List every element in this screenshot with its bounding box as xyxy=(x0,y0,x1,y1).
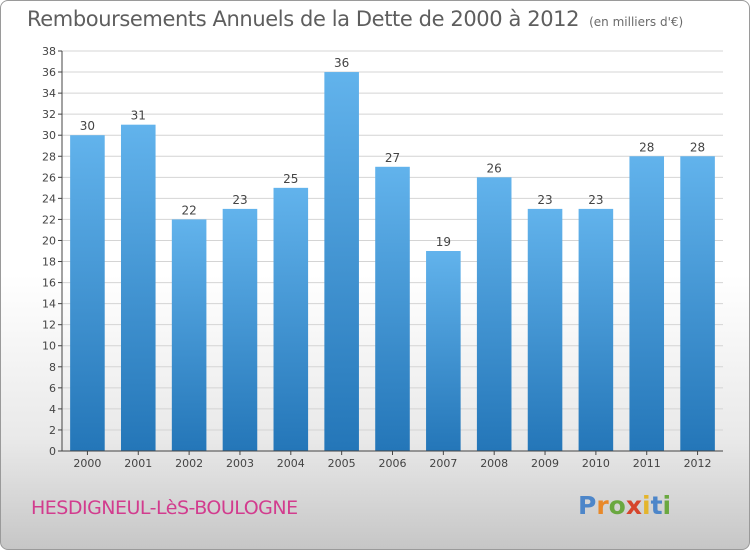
y-tick-label: 26 xyxy=(42,171,56,184)
logo-letter: t xyxy=(650,491,663,520)
x-tick-label: 2000 xyxy=(73,457,101,470)
data-label: 27 xyxy=(385,151,400,165)
data-label: 23 xyxy=(232,193,247,207)
bar xyxy=(578,208,614,451)
x-tick-label: 2010 xyxy=(582,457,610,470)
y-tick-label: 28 xyxy=(42,150,56,163)
y-tick-label: 22 xyxy=(42,213,56,226)
bars xyxy=(70,72,715,452)
data-label: 30 xyxy=(80,119,95,133)
x-tick-label: 2011 xyxy=(633,457,661,470)
bar xyxy=(476,177,512,451)
data-label: 26 xyxy=(487,161,502,175)
y-tick-label: 30 xyxy=(42,129,56,142)
y-tick-label: 10 xyxy=(42,340,56,353)
y-tick-label: 32 xyxy=(42,108,56,121)
x-tick-label: 2002 xyxy=(175,457,203,470)
bar xyxy=(273,187,309,451)
proxiti-logo: Proxiti xyxy=(578,491,671,520)
x-tick-label: 2005 xyxy=(328,457,356,470)
data-label: 23 xyxy=(588,193,603,207)
chart-title: Remboursements Annuels de la Dette de 20… xyxy=(27,7,683,31)
x-tick-label: 2008 xyxy=(480,457,508,470)
bar xyxy=(70,135,105,452)
data-label: 36 xyxy=(334,56,349,70)
bar xyxy=(171,219,207,451)
x-tick-label: 2006 xyxy=(379,457,407,470)
bar xyxy=(120,124,156,452)
bar xyxy=(527,208,563,451)
y-tick-label: 18 xyxy=(42,256,56,269)
x-tick-label: 2004 xyxy=(277,457,305,470)
labels: 30 31 22 23 25 36 27 19 26 23 23 28 28 xyxy=(80,56,705,249)
y-tick-label: 12 xyxy=(42,319,56,332)
chart-subtitle: (en milliers d'€) xyxy=(589,15,684,29)
data-label: 25 xyxy=(283,172,298,186)
y-tick-label: 36 xyxy=(42,66,56,79)
bar xyxy=(375,166,410,451)
y-tick-label: 0 xyxy=(49,445,56,458)
x-tick-label: 2001 xyxy=(124,457,152,470)
y-tick-label: 24 xyxy=(42,192,56,205)
data-label: 22 xyxy=(181,203,196,217)
logo-letter: o xyxy=(608,491,626,520)
commune-name: HESDIGNEUL-LèS-BOULOGNE xyxy=(31,497,298,519)
y-tick-label: 8 xyxy=(49,361,56,374)
bar xyxy=(222,208,258,451)
data-label: 28 xyxy=(690,140,705,154)
data-label: 28 xyxy=(639,140,654,154)
logo-letter: i xyxy=(662,491,672,520)
x-tick-label: 2003 xyxy=(226,457,254,470)
y-tick-label: 2 xyxy=(49,424,56,437)
x-tick-label: 2012 xyxy=(684,457,712,470)
y-tick-label: 4 xyxy=(49,403,56,416)
bar xyxy=(426,251,461,451)
logo-letter: i xyxy=(642,491,651,520)
bar xyxy=(680,156,715,451)
bar xyxy=(324,72,359,451)
data-label: 23 xyxy=(537,193,552,207)
data-label: 19 xyxy=(436,235,451,249)
bar xyxy=(629,156,665,451)
logo-letter: P xyxy=(578,491,597,520)
y-tick-label: 16 xyxy=(42,277,56,290)
logo-letter: r xyxy=(596,491,609,520)
y-tick-label: 6 xyxy=(49,382,56,395)
chart-title-text: Remboursements Annuels de la Dette de 20… xyxy=(27,7,580,31)
y-tick-label: 20 xyxy=(42,234,56,247)
x-tick-label: 2009 xyxy=(531,457,559,470)
logo-letter: x xyxy=(625,491,642,520)
y-tick-label: 14 xyxy=(42,298,56,311)
y-tick-label: 34 xyxy=(42,87,56,100)
x-tick-label: 2007 xyxy=(429,457,457,470)
y-tick-label: 38 xyxy=(42,45,56,58)
data-label: 31 xyxy=(131,109,146,123)
